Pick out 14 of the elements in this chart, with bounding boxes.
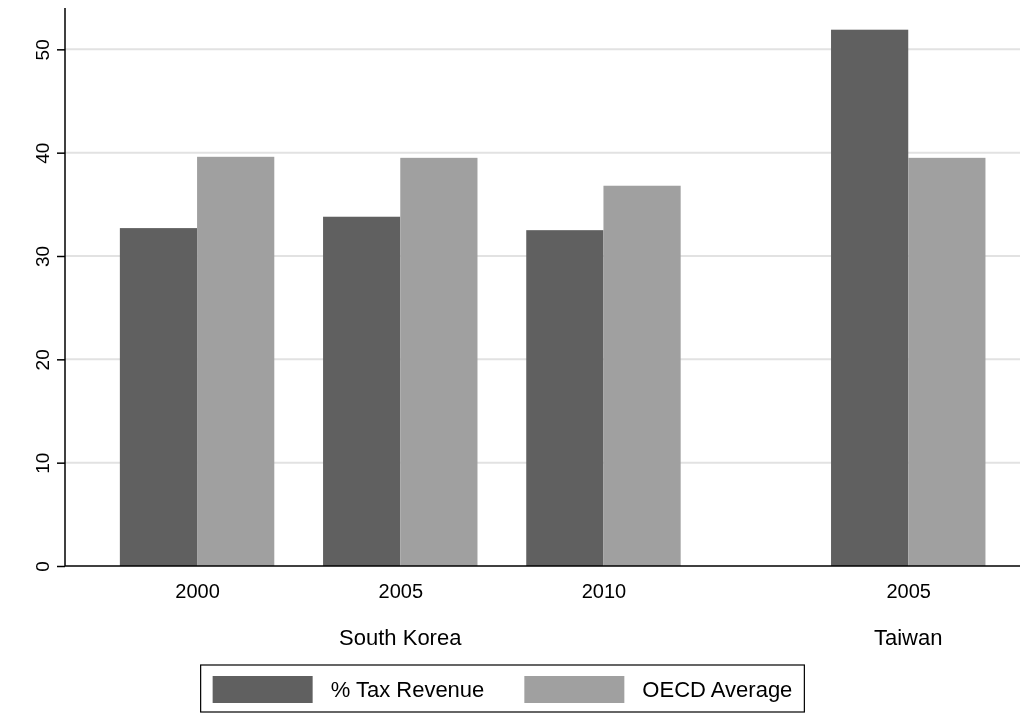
legend-label: % Tax Revenue xyxy=(330,677,485,702)
y-tick-label: 50 xyxy=(32,39,53,61)
text: Taiwan xyxy=(874,625,943,650)
x-tick-label: 2005 xyxy=(378,580,424,602)
legend-label: OECD Average xyxy=(642,677,793,702)
y-tick-label: 40 xyxy=(32,142,53,164)
text: South Korea xyxy=(339,625,463,650)
y-tick-label: 10 xyxy=(32,452,53,474)
y-tick-label: 30 xyxy=(32,245,53,268)
y-tick-label: 0 xyxy=(32,561,53,572)
x-tick-label: 2010 xyxy=(581,580,627,602)
y-tick-label: 20 xyxy=(32,349,53,371)
x-tick-label: 2000 xyxy=(175,580,220,602)
x-tick-label: 2005 xyxy=(886,580,931,602)
